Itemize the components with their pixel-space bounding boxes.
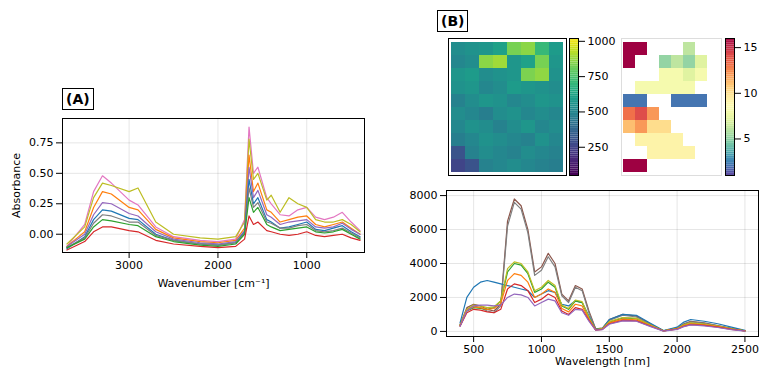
svg-text:0: 0 — [431, 325, 438, 338]
svg-text:500: 500 — [588, 105, 609, 118]
svg-text:Wavelength [nm]: Wavelength [nm] — [555, 355, 650, 368]
html-text:(A): (A) — [66, 91, 90, 107]
svg-text:Absorbance: Absorbance — [10, 153, 23, 218]
svg-text:750: 750 — [588, 70, 609, 83]
svg-text:2000: 2000 — [663, 343, 691, 356]
svg-text:4000: 4000 — [410, 257, 438, 270]
svg-text:8000: 8000 — [410, 189, 438, 202]
svg-text:1000: 1000 — [527, 343, 555, 356]
svg-text:0.75: 0.75 — [29, 136, 54, 149]
svg-text:0.25: 0.25 — [29, 197, 54, 210]
svg-text:0.00: 0.00 — [29, 228, 54, 241]
svg-text:1000: 1000 — [293, 259, 321, 272]
svg-text:6000: 6000 — [410, 223, 438, 236]
html-text:(B): (B) — [441, 13, 465, 29]
svg-text:2000: 2000 — [410, 291, 438, 304]
svg-text:3000: 3000 — [115, 259, 143, 272]
svg-text:250: 250 — [588, 141, 609, 154]
svg-text:Wavenumber [cm⁻¹]: Wavenumber [cm⁻¹] — [157, 277, 269, 290]
svg-text:2500: 2500 — [731, 343, 759, 356]
svg-text:0.50: 0.50 — [29, 167, 54, 180]
svg-text:500: 500 — [463, 343, 484, 356]
svg-text:15: 15 — [744, 41, 758, 54]
svg-text:1000: 1000 — [588, 35, 616, 48]
svg-text:1500: 1500 — [595, 343, 624, 357]
svg-text:2000: 2000 — [204, 259, 232, 272]
svg-text:10: 10 — [744, 87, 758, 100]
svg-text:5: 5 — [744, 132, 751, 145]
